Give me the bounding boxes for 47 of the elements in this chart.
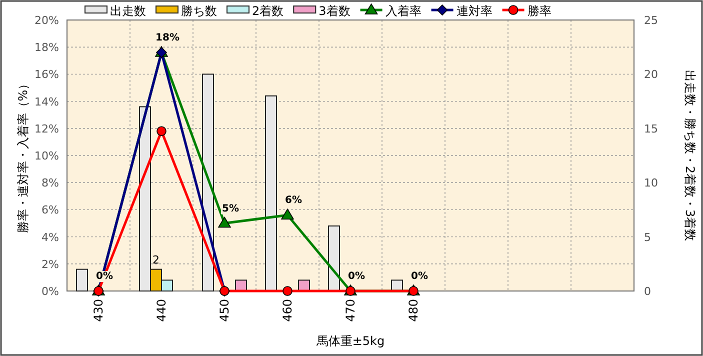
data-label: 18% <box>156 32 180 44</box>
y-tick-label: 12% <box>34 122 59 136</box>
bar <box>76 268 88 292</box>
x-tick-label: 460 <box>280 299 294 322</box>
data-label: 0% <box>348 271 365 282</box>
legend-label: 出走数 <box>110 4 146 18</box>
legend-label: 入着率 <box>385 4 422 18</box>
y-axis-title: 勝率・連対率・入着率（%） <box>16 78 30 234</box>
legend-label: 2着数 <box>252 4 284 18</box>
y2-tick-label: 0 <box>644 285 651 298</box>
y2-tick-label: 25 <box>644 14 658 27</box>
legend-label: 勝ち数 <box>181 4 217 18</box>
x-tick-label: 440 <box>154 299 168 322</box>
y-tick-label: 6% <box>42 204 59 217</box>
data-label: 0% <box>96 271 113 282</box>
y2-tick-label: 15 <box>644 122 658 136</box>
point <box>282 286 292 296</box>
y-tick-label: 14% <box>34 95 59 108</box>
y-tick-label: 8% <box>42 176 59 190</box>
legend-label: 連対率 <box>456 4 492 18</box>
legend-label: 勝率 <box>527 4 552 18</box>
point <box>156 126 166 136</box>
y2-axis-title: 出走数・勝ち数・2着数・3着数 <box>683 70 697 242</box>
legend-label: 3着数 <box>318 4 350 18</box>
data-label: 2 <box>152 253 160 266</box>
y2-tick-label: 20 <box>644 68 658 82</box>
y-tick-label: 2% <box>42 258 59 271</box>
y2-tick-label: 5 <box>644 230 651 244</box>
x-axis-title: 馬体重±5kg <box>315 334 385 348</box>
x-tick-label: 470 <box>344 299 358 322</box>
x-tick-label: 450 <box>218 299 232 322</box>
data-label: 6% <box>285 195 302 206</box>
bar <box>265 95 277 292</box>
point <box>218 216 231 228</box>
y-tick-label: 10% <box>34 150 59 162</box>
x-tick-label: 480 <box>406 299 420 322</box>
y-tick-label: 16% <box>34 68 59 82</box>
data-label: 0% <box>411 271 428 282</box>
y2-tick-label: 10 <box>644 176 658 190</box>
data-label: 5% <box>222 203 239 214</box>
point <box>281 208 294 220</box>
y-tick-label: 4% <box>42 230 59 244</box>
y-tick-label: 20% <box>34 14 59 27</box>
bar <box>328 225 340 292</box>
x-tick-label: 430 <box>92 299 106 322</box>
y-tick-label: 18% <box>34 41 59 54</box>
y-tick-label: 0% <box>42 285 59 298</box>
